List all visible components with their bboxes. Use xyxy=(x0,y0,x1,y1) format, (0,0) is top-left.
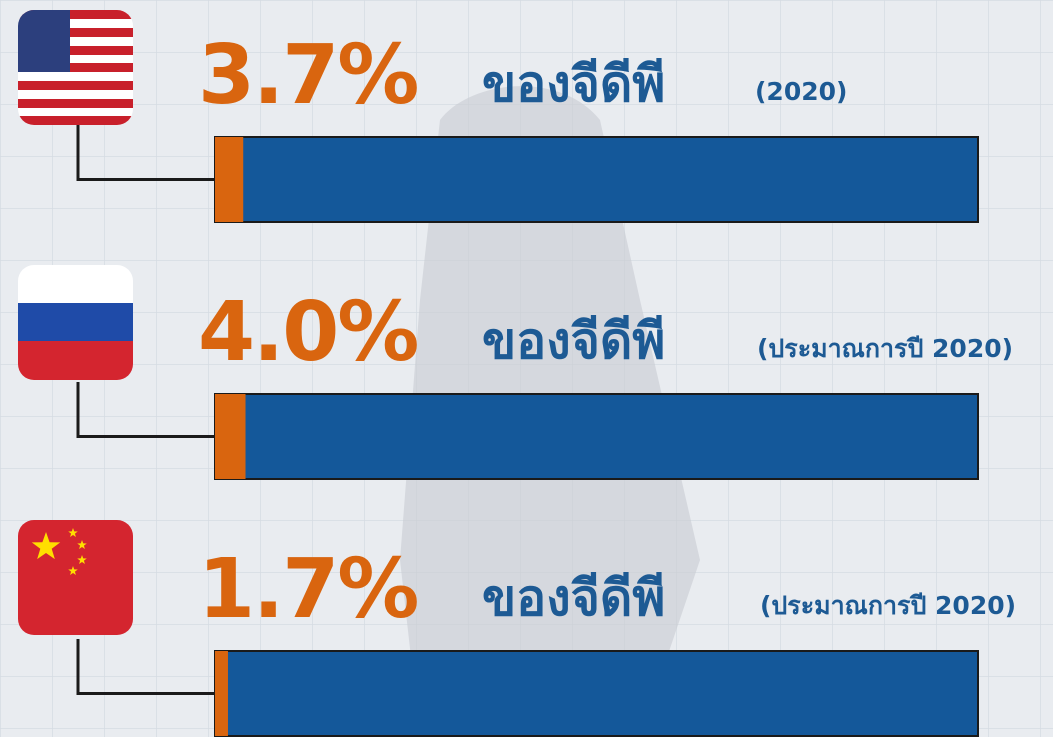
caption: ของจีดีพี xyxy=(482,312,665,370)
page: 3.7% ของจีดีพี (2020) 4.0% ของจีดีพี (ประมาณก… xyxy=(0,0,1053,737)
bar xyxy=(215,651,228,736)
caption: ของจีดีพี xyxy=(482,569,665,627)
china-flag xyxy=(18,520,133,635)
bar-track xyxy=(215,137,978,222)
bar-track xyxy=(215,394,978,479)
note: (ประมาณการปี 2020) xyxy=(760,591,1016,620)
note: (2020) xyxy=(755,77,847,106)
value-label: 1.7% xyxy=(198,542,417,637)
us-flag xyxy=(18,10,133,125)
bar xyxy=(215,137,243,222)
infographic: 3.7% ของจีดีพี (2020) 4.0% ของจีดีพี (ประมาณก… xyxy=(0,0,1053,737)
bar-track xyxy=(215,651,978,736)
caption: ของจีดีพี xyxy=(482,55,665,113)
value-label: 4.0% xyxy=(198,285,417,380)
russia-flag xyxy=(18,265,133,380)
bar xyxy=(215,394,246,479)
value-label: 3.7% xyxy=(198,28,417,123)
note: (ประมาณการปี 2020) xyxy=(757,334,1013,363)
